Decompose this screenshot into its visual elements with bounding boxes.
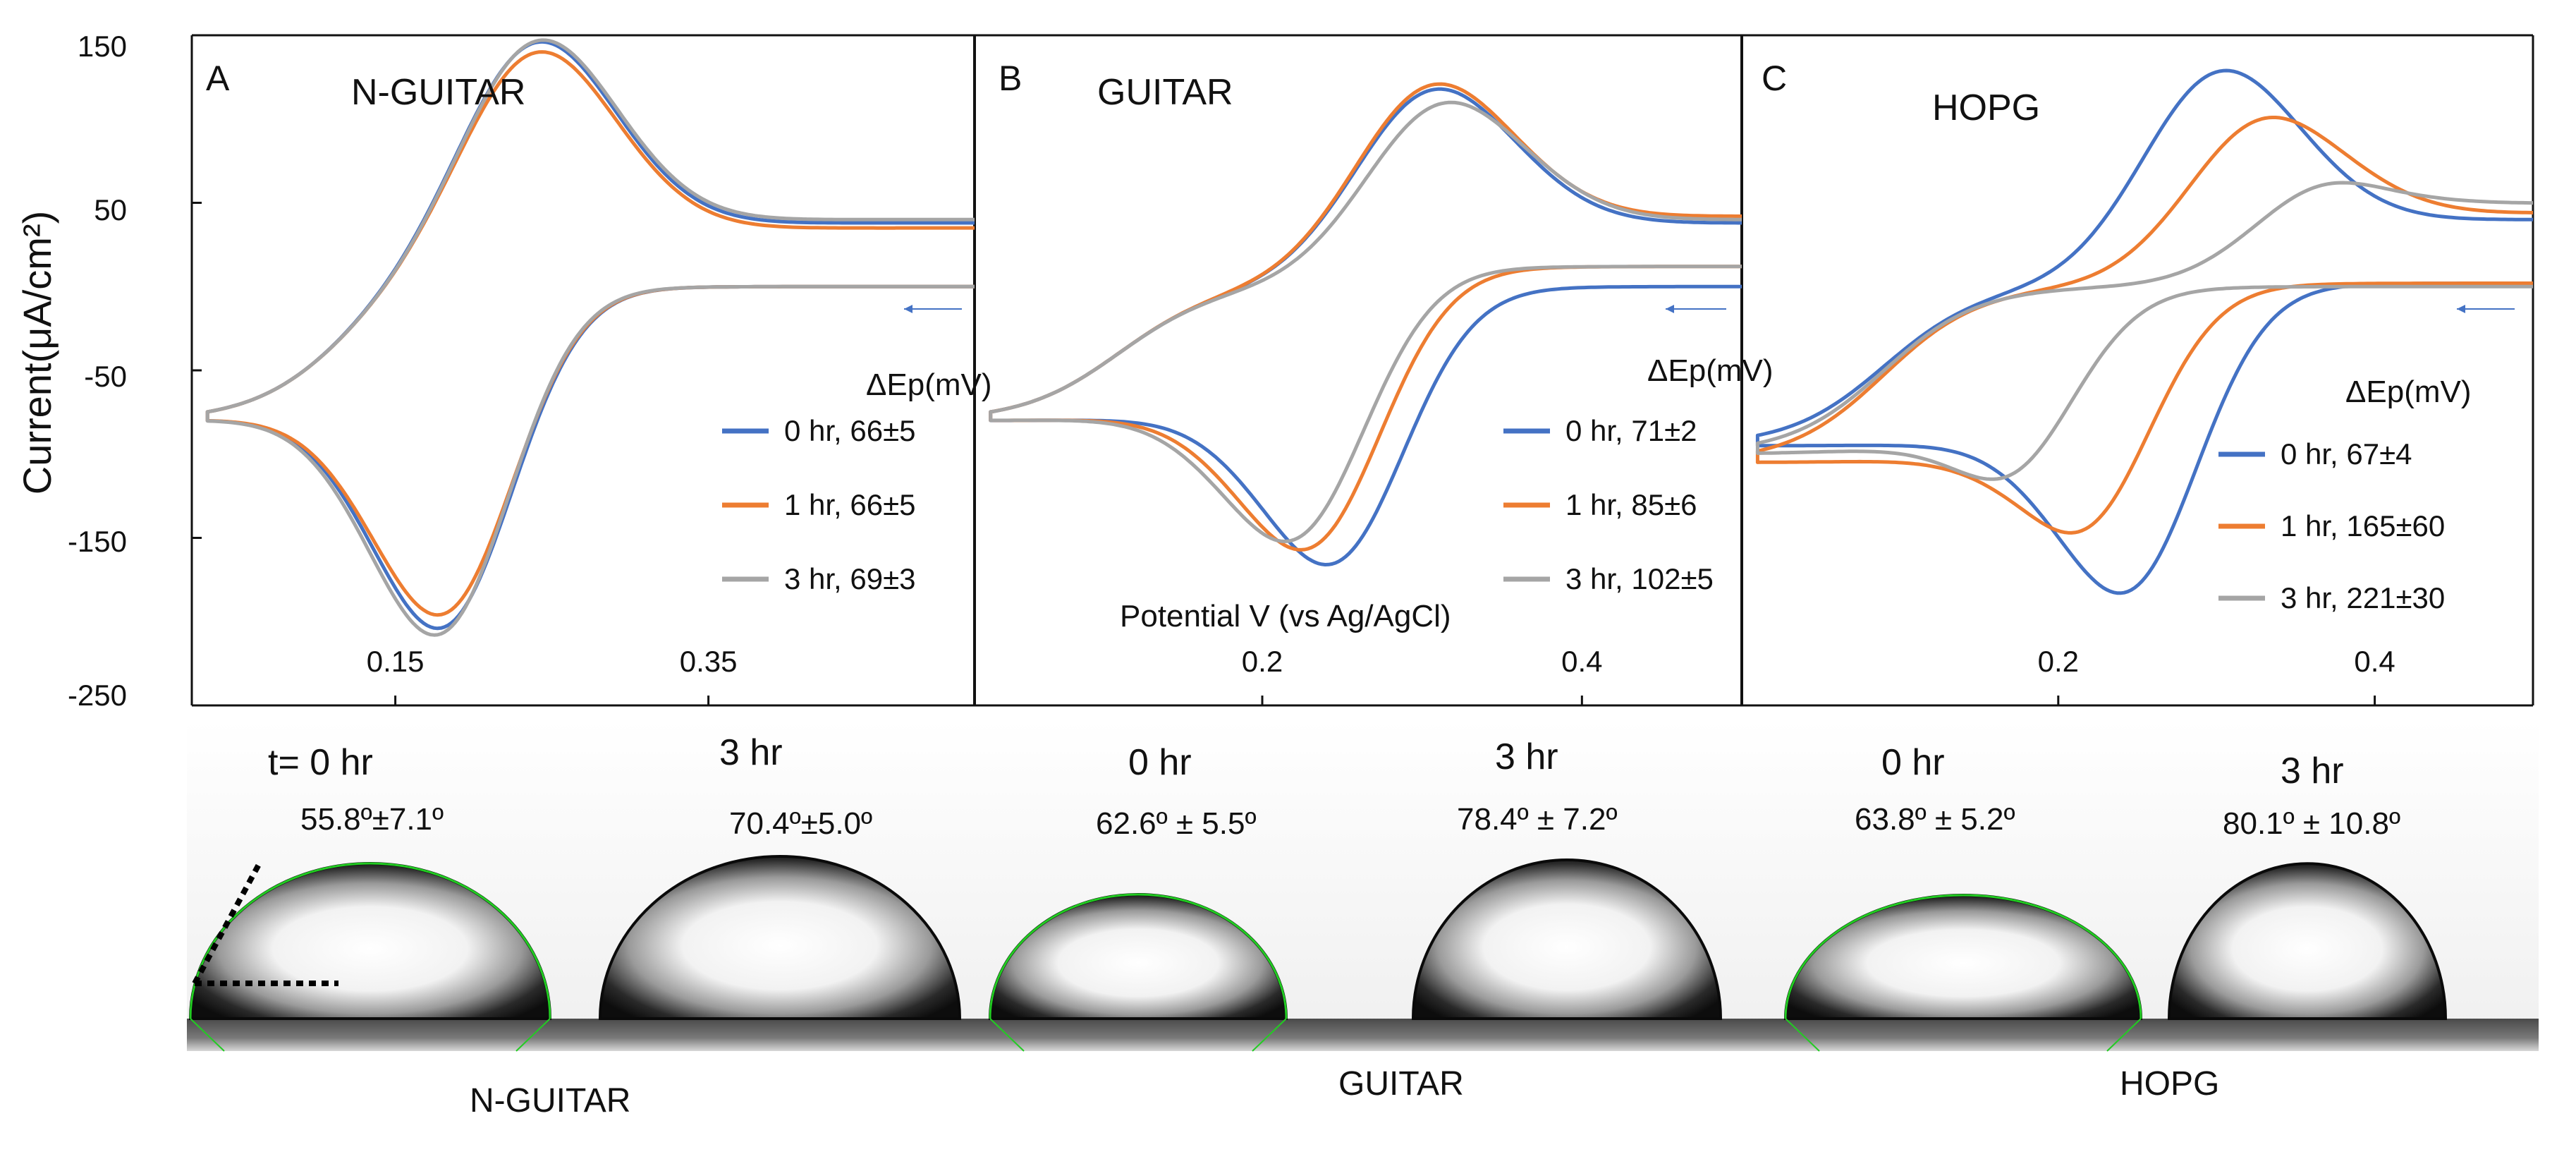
legend-a: 0 hr, 66±5 1 hr, 66±5 3 hr, 69±3 [722,414,916,595]
photo-time-label: 3 hr [719,732,783,773]
substrate [1742,1019,2151,1051]
material-label: HOPG [2120,1065,2219,1103]
panel-title-a: N-GUITAR [351,72,525,113]
contact-angle-fit-line [2106,1018,2142,1052]
legend-entry: 0 hr, 71±2 [1565,414,1697,447]
plot-frame [190,34,2534,707]
series-line [1755,116,2534,535]
contact-angle-photo [187,720,585,1052]
substrate [585,1019,975,1051]
photo-angle-label: 62.6º ± 5.5º [1096,806,1257,841]
legend-entry: 1 hr, 85±6 [1565,488,1697,521]
contact-angle-photo [1361,720,1742,1051]
x-tick-label: 0.35 [680,645,738,678]
contact-angle-fit-line [1252,1018,1287,1052]
cv-panel-b: 0.2 0.4 [989,82,1742,705]
contact-angle-fit-line [515,1018,551,1052]
legend-entry: 3 hr, 102±5 [1565,562,1714,595]
panel-title-c: HOPG [1932,87,2040,128]
substrate [975,1019,1361,1051]
contact-angle-photo [1742,720,2151,1052]
legend-c: 0 hr, 67±4 1 hr, 165±60 3 hr, 221±30 [2218,437,2445,614]
series-line [205,40,975,631]
y-axis-label: Current(μA/cm²) [15,211,59,495]
x-tick-label: 0.15 [367,645,425,678]
series-line [989,100,1742,543]
series-line [1755,68,2534,595]
droplet [2167,862,2448,1020]
legend-entry: 0 hr, 66±5 [784,414,916,447]
droplet [598,855,962,1020]
contact-angle-fit-line [1784,894,2142,1019]
substrate [187,1019,585,1051]
y-tick-label: -250 [68,679,127,712]
y-tick-label: -50 [84,360,127,393]
x-tick-label: 0.4 [1561,645,1602,678]
series-line [1755,181,2533,481]
panel-letter-c: C [1762,59,1787,98]
panel-text: A N-GUITAR B GUITAR C HOPG ΔEp(mV) ΔEp(m… [206,59,2472,633]
photo-angle-label: 80.1º ± 10.8º [2223,806,2400,841]
angle-guide-tangent [192,859,264,985]
contact-angle-photo [585,720,975,1051]
legend-entry: 0 hr, 67±4 [2281,437,2412,471]
panel-letter-a: A [206,59,230,98]
cv-panels: 0.15 0.35 0.2 0.4 0.2 0.4 [190,34,2534,707]
photo-angle-label: 63.8º ± 5.2º [1855,802,2015,837]
droplet [1411,858,1723,1020]
photo-time-label: 0 hr [1128,742,1192,783]
legend-title-c: ΔEp(mV) [2345,375,2472,409]
panel-title-b: GUITAR [1097,72,1233,113]
scan-direction-arrowhead [1666,305,1674,313]
scan-direction-arrowhead [904,305,912,313]
contact-angle-fit-line [989,893,1288,1019]
scan-direction-arrowhead [2457,305,2465,313]
photo-angle-label: 78.4º ± 7.2º [1457,802,1618,837]
photo-time-label: t= 0 hr [268,742,373,783]
panel-letter-b: B [999,59,1022,98]
photo-angle-label: 70.4º±5.0º [729,806,872,841]
series-line [205,50,975,617]
x-axis-label: Potential V (vs Ag/AgCl) [1120,599,1451,633]
photo-angle-label: 55.8º±7.1º [300,802,444,837]
material-label: GUITAR [1338,1065,1464,1103]
legends: 0 hr, 66±5 1 hr, 66±5 3 hr, 69±3 0 hr, 71±2… [722,414,2445,614]
photo-time-label: 3 hr [1495,736,1558,777]
y-tick-label: -150 [68,525,127,558]
substrate [1361,1019,1742,1051]
x-tick-label: 0.2 [2038,645,2079,678]
contact-angle-fit-line [190,1018,225,1052]
legend-entry: 3 hr, 221±30 [2281,581,2445,614]
contact-angle-photo [2151,720,2539,1051]
x-tick-label: 0.4 [2354,645,2395,678]
contact-angle-fit-line [1785,1018,1820,1052]
photo-time-label: 0 hr [1881,742,1945,783]
contact-angle-fit-line [989,1018,1025,1052]
contact-angle-photo [975,720,1361,1052]
legend-title-b: ΔEp(mV) [1647,353,1774,388]
series-line [205,38,975,637]
photo-time-label: 3 hr [2281,751,2344,791]
legend-entry: 1 hr, 165±60 [2281,509,2445,542]
photo-text: t= 0 hr 55.8º±7.1º 3 hr 70.4º±5.0º 0 hr … [268,732,2400,1119]
contact-angle-fit-line [189,862,551,1019]
material-label: N-GUITAR [470,1082,630,1119]
legend-b: 0 hr, 71±2 1 hr, 85±6 3 hr, 102±5 [1503,414,1714,595]
x-tick-label: 0.2 [1242,645,1283,678]
cv-panel-a: 0.15 0.35 [205,38,975,705]
legend-title-a: ΔEp(mV) [866,368,992,402]
contact-angle-photos [187,720,2539,1052]
legend-entry: 3 hr, 69±3 [784,562,916,595]
y-axis: Current(μA/cm²) 150 50 -50 -150 -250 [15,30,127,712]
y-tick-label: 50 [94,193,127,226]
substrate [2151,1019,2539,1051]
legend-entry: 1 hr, 66±5 [784,488,916,521]
cv-panel-c: 0.2 0.4 [1755,68,2534,705]
y-tick-label: 150 [78,30,127,63]
